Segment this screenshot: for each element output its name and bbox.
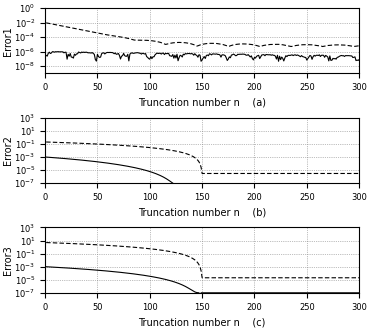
X-axis label: Truncation number n    (c): Truncation number n (c): [138, 317, 266, 327]
X-axis label: Truncation number n    (b): Truncation number n (b): [138, 208, 266, 217]
X-axis label: Truncation number n    (a): Truncation number n (a): [138, 98, 266, 108]
Y-axis label: Error2: Error2: [3, 136, 13, 165]
Y-axis label: Error3: Error3: [3, 245, 13, 275]
Y-axis label: Error1: Error1: [3, 26, 13, 56]
